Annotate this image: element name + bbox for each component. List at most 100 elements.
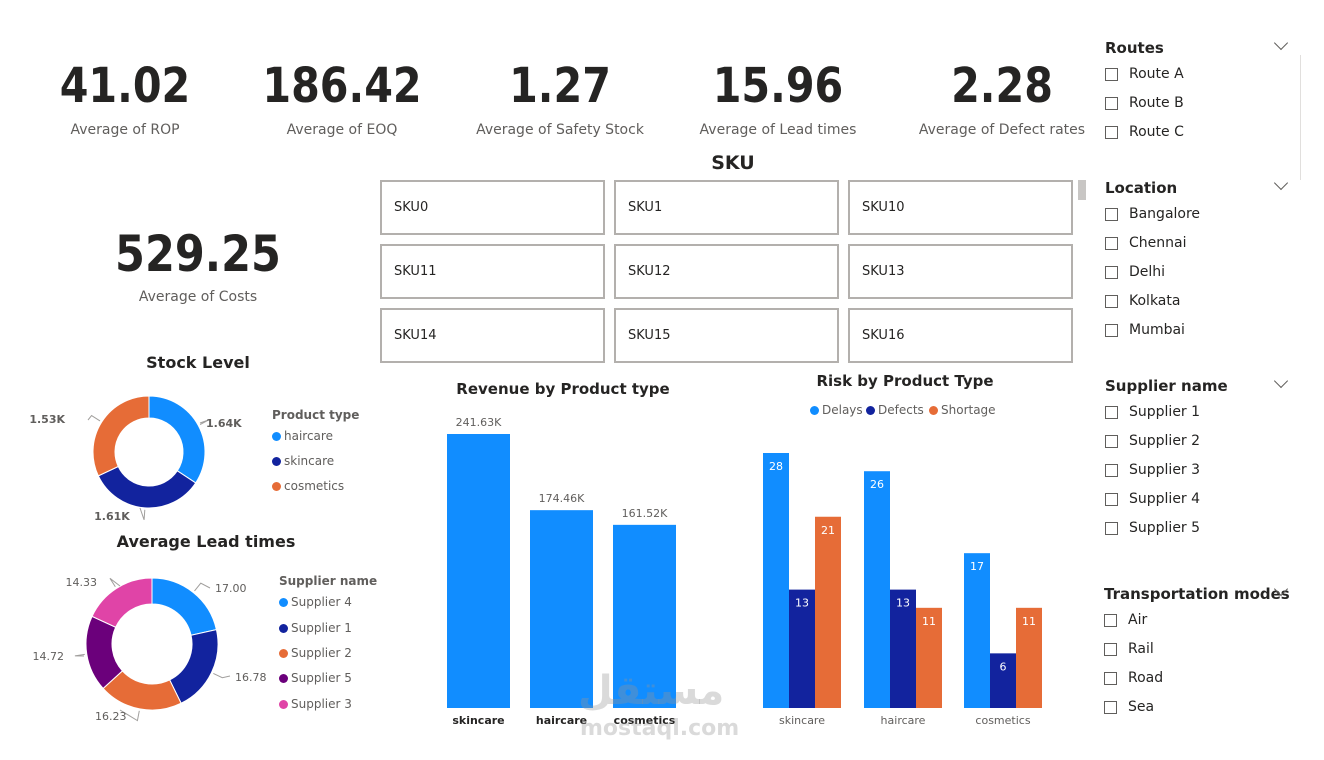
sku-tile[interactable]: SKU12 — [614, 244, 839, 299]
legend-item[interactable]: Delays — [810, 403, 863, 417]
checkbox[interactable] — [1104, 642, 1117, 656]
legend-item[interactable]: Supplier 2 — [279, 646, 352, 660]
lead-times-chart: 17.00 16.78 16.23 14.72 14.33 — [33, 576, 267, 723]
checkbox[interactable] — [1104, 613, 1117, 627]
checkbox[interactable] — [1105, 125, 1118, 139]
legend-item[interactable]: Supplier 1 — [279, 621, 352, 635]
legend-label: Supplier 2 — [291, 646, 352, 660]
slicer-option[interactable]: Route B — [1105, 95, 1184, 111]
slicer-option[interactable]: Supplier 1 — [1105, 404, 1200, 420]
sku-tile[interactable]: SKU0 — [380, 180, 605, 235]
option-label: Delhi — [1129, 264, 1166, 280]
sku-tile[interactable]: SKU1 — [614, 180, 839, 235]
slicer-option[interactable]: Road — [1104, 670, 1163, 686]
slicer-option[interactable]: Supplier 4 — [1105, 491, 1200, 507]
legend-item[interactable]: Supplier 3 — [279, 697, 352, 711]
bar — [613, 524, 676, 708]
checkbox[interactable] — [1104, 671, 1117, 685]
data-label: 241.63K — [456, 416, 502, 429]
legend-label: skincare — [284, 454, 335, 468]
legend-label: Supplier 5 — [291, 671, 352, 685]
leader-line — [74, 653, 85, 657]
kpi-value: 186.42 — [262, 58, 422, 114]
legend-item[interactable]: Supplier 4 — [279, 595, 352, 609]
legend-dot — [866, 405, 875, 415]
slicer-option[interactable]: Rail — [1104, 641, 1154, 657]
legend-item[interactable]: skincare — [272, 454, 334, 468]
chevron-down-icon[interactable] — [1273, 373, 1289, 389]
legend-item[interactable]: haircare — [272, 429, 333, 443]
sku-tile[interactable]: SKU10 — [848, 180, 1073, 235]
bar — [815, 516, 841, 708]
checkbox[interactable] — [1105, 492, 1118, 506]
legend-item[interactable]: cosmetics — [272, 479, 344, 493]
legend-label: haircare — [284, 429, 333, 443]
legend-dot — [279, 673, 288, 683]
data-label: 13 — [896, 597, 910, 610]
kpi-value: 15.96 — [712, 58, 844, 114]
checkbox[interactable] — [1105, 434, 1118, 448]
donut-slice — [91, 577, 153, 628]
data-label: 16.23 — [95, 710, 127, 723]
slicer-option[interactable]: Mumbai — [1105, 322, 1185, 338]
leader-line — [109, 577, 121, 587]
slicer-option[interactable]: Chennai — [1105, 235, 1186, 251]
checkbox[interactable] — [1105, 405, 1118, 419]
sku-tile[interactable]: SKU16 — [848, 308, 1073, 363]
checkbox[interactable] — [1104, 700, 1117, 714]
stock-level-chart: 1.64K 1.61K 1.53K — [29, 395, 242, 523]
option-label: Sea — [1128, 699, 1155, 715]
legend-title: Supplier name — [279, 574, 378, 588]
option-label: Mumbai — [1129, 322, 1185, 338]
data-label: 1.61K — [94, 510, 130, 523]
legend-label: Delays — [822, 403, 863, 417]
kpi-label: Average of Defect rates — [918, 122, 1086, 138]
slicer-option[interactable]: Supplier 3 — [1105, 462, 1200, 478]
slicer-option[interactable]: Route A — [1105, 66, 1184, 82]
data-label: 11 — [922, 615, 936, 628]
data-label: 11 — [1022, 615, 1036, 628]
sku-tile[interactable]: SKU13 — [848, 244, 1073, 299]
bar — [1016, 607, 1042, 708]
chevron-down-icon[interactable] — [1273, 35, 1289, 51]
sku-tile[interactable]: SKU15 — [614, 308, 839, 363]
kpi-value: 1.27 — [509, 58, 611, 114]
checkbox[interactable] — [1105, 265, 1118, 279]
sku-tile[interactable]: SKU14 — [380, 308, 605, 363]
chevron-down-icon[interactable] — [1273, 175, 1289, 191]
checkbox[interactable] — [1105, 463, 1118, 477]
checkbox[interactable] — [1105, 236, 1118, 250]
x-tick-label: skincare — [452, 714, 504, 727]
slicer-option[interactable]: Route C — [1105, 124, 1184, 140]
checkbox[interactable] — [1105, 67, 1118, 81]
leader-line — [139, 507, 146, 520]
sku-tile[interactable]: SKU11 — [380, 244, 605, 299]
sku-scrollbar[interactable] — [1078, 180, 1086, 200]
donut-slice — [168, 629, 219, 704]
slicer-scrollbar[interactable] — [1300, 55, 1301, 180]
data-label: 1.64K — [206, 417, 242, 430]
slicer-title: Routes — [1105, 39, 1164, 57]
slicer-option[interactable]: Bangalore — [1105, 206, 1200, 222]
data-label: 17 — [970, 560, 984, 573]
slicer-option[interactable]: Supplier 5 — [1105, 520, 1200, 536]
slicer-option[interactable]: Sea — [1104, 699, 1154, 715]
slicer-option[interactable]: Delhi — [1105, 264, 1165, 280]
kpi-label: Average of EOQ — [286, 122, 398, 138]
bar — [763, 453, 789, 708]
slicer-option[interactable]: Kolkata — [1105, 293, 1180, 309]
legend-item[interactable]: Supplier 5 — [279, 671, 352, 685]
legend-item[interactable]: Defects — [866, 403, 924, 417]
risk-chart: 28 13 21 skincare 26 13 11 haircare 17 6 11 cosmeti… — [763, 453, 1042, 727]
legend-item[interactable]: Shortage — [929, 403, 996, 417]
checkbox[interactable] — [1105, 96, 1118, 110]
checkbox[interactable] — [1105, 521, 1118, 535]
checkbox[interactable] — [1105, 323, 1118, 337]
slicer-title: Location — [1105, 179, 1178, 197]
slicer-option[interactable]: Supplier 2 — [1105, 433, 1200, 449]
legend-dot — [272, 481, 281, 491]
watermark-logo: مستقل — [578, 668, 725, 714]
checkbox[interactable] — [1105, 294, 1118, 308]
slicer-option[interactable]: Air — [1104, 612, 1147, 628]
checkbox[interactable] — [1105, 207, 1118, 221]
